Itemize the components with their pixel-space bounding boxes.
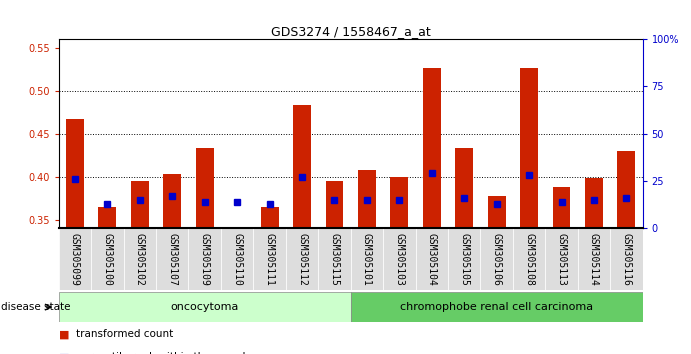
Text: transformed count: transformed count	[76, 329, 173, 339]
Bar	[350, 228, 383, 290]
Bar	[513, 228, 545, 290]
Bar	[131, 181, 149, 228]
Text: GSM305101: GSM305101	[362, 233, 372, 286]
Text: ■: ■	[59, 352, 69, 354]
Bar	[553, 187, 571, 228]
Text: percentile rank within the sample: percentile rank within the sample	[76, 352, 252, 354]
Text: GSM305113: GSM305113	[556, 233, 567, 286]
Bar	[390, 177, 408, 228]
Bar	[156, 228, 189, 290]
Bar	[545, 228, 578, 290]
Text: GSM305103: GSM305103	[395, 233, 404, 286]
Text: GSM305099: GSM305099	[70, 233, 80, 286]
Bar	[59, 228, 91, 290]
Bar	[610, 228, 643, 290]
Bar	[189, 228, 221, 290]
Bar	[254, 228, 286, 290]
Text: chromophobe renal cell carcinoma: chromophobe renal cell carcinoma	[400, 302, 593, 312]
Bar	[221, 228, 254, 290]
Bar	[163, 174, 181, 228]
Bar	[488, 196, 506, 228]
Text: ■: ■	[59, 329, 69, 339]
Bar	[319, 228, 350, 290]
Text: GSM305114: GSM305114	[589, 233, 599, 286]
Text: GSM305102: GSM305102	[135, 233, 145, 286]
Bar	[358, 170, 376, 228]
Text: GSM305100: GSM305100	[102, 233, 113, 286]
Bar	[293, 105, 311, 228]
Text: GSM305115: GSM305115	[330, 233, 339, 286]
Bar	[66, 119, 84, 228]
Bar	[261, 207, 278, 228]
Bar	[423, 68, 441, 228]
Bar	[415, 228, 448, 290]
Bar	[286, 228, 319, 290]
Text: disease state: disease state	[1, 302, 70, 312]
Bar	[383, 228, 415, 290]
Text: GSM305110: GSM305110	[232, 233, 242, 286]
Text: GSM305107: GSM305107	[167, 233, 178, 286]
Text: oncocytoma: oncocytoma	[171, 302, 239, 312]
Text: GSM305106: GSM305106	[492, 233, 502, 286]
Bar	[228, 227, 246, 228]
Title: GDS3274 / 1558467_a_at: GDS3274 / 1558467_a_at	[271, 25, 430, 38]
Bar	[585, 178, 603, 228]
Bar	[350, 292, 643, 322]
Bar	[618, 151, 635, 228]
Bar	[124, 228, 156, 290]
Text: GSM305112: GSM305112	[297, 233, 307, 286]
Bar	[480, 228, 513, 290]
Bar	[578, 228, 610, 290]
Text: GSM305111: GSM305111	[265, 233, 274, 286]
Bar	[325, 181, 343, 228]
Text: GSM305104: GSM305104	[427, 233, 437, 286]
Bar	[99, 207, 116, 228]
Bar	[520, 68, 538, 228]
Bar	[59, 292, 350, 322]
Bar	[196, 148, 214, 228]
Text: GSM305108: GSM305108	[524, 233, 534, 286]
Text: GSM305109: GSM305109	[200, 233, 209, 286]
Bar	[455, 148, 473, 228]
Text: GSM305105: GSM305105	[460, 233, 469, 286]
Text: GSM305116: GSM305116	[621, 233, 632, 286]
Bar	[91, 228, 124, 290]
Bar	[448, 228, 480, 290]
